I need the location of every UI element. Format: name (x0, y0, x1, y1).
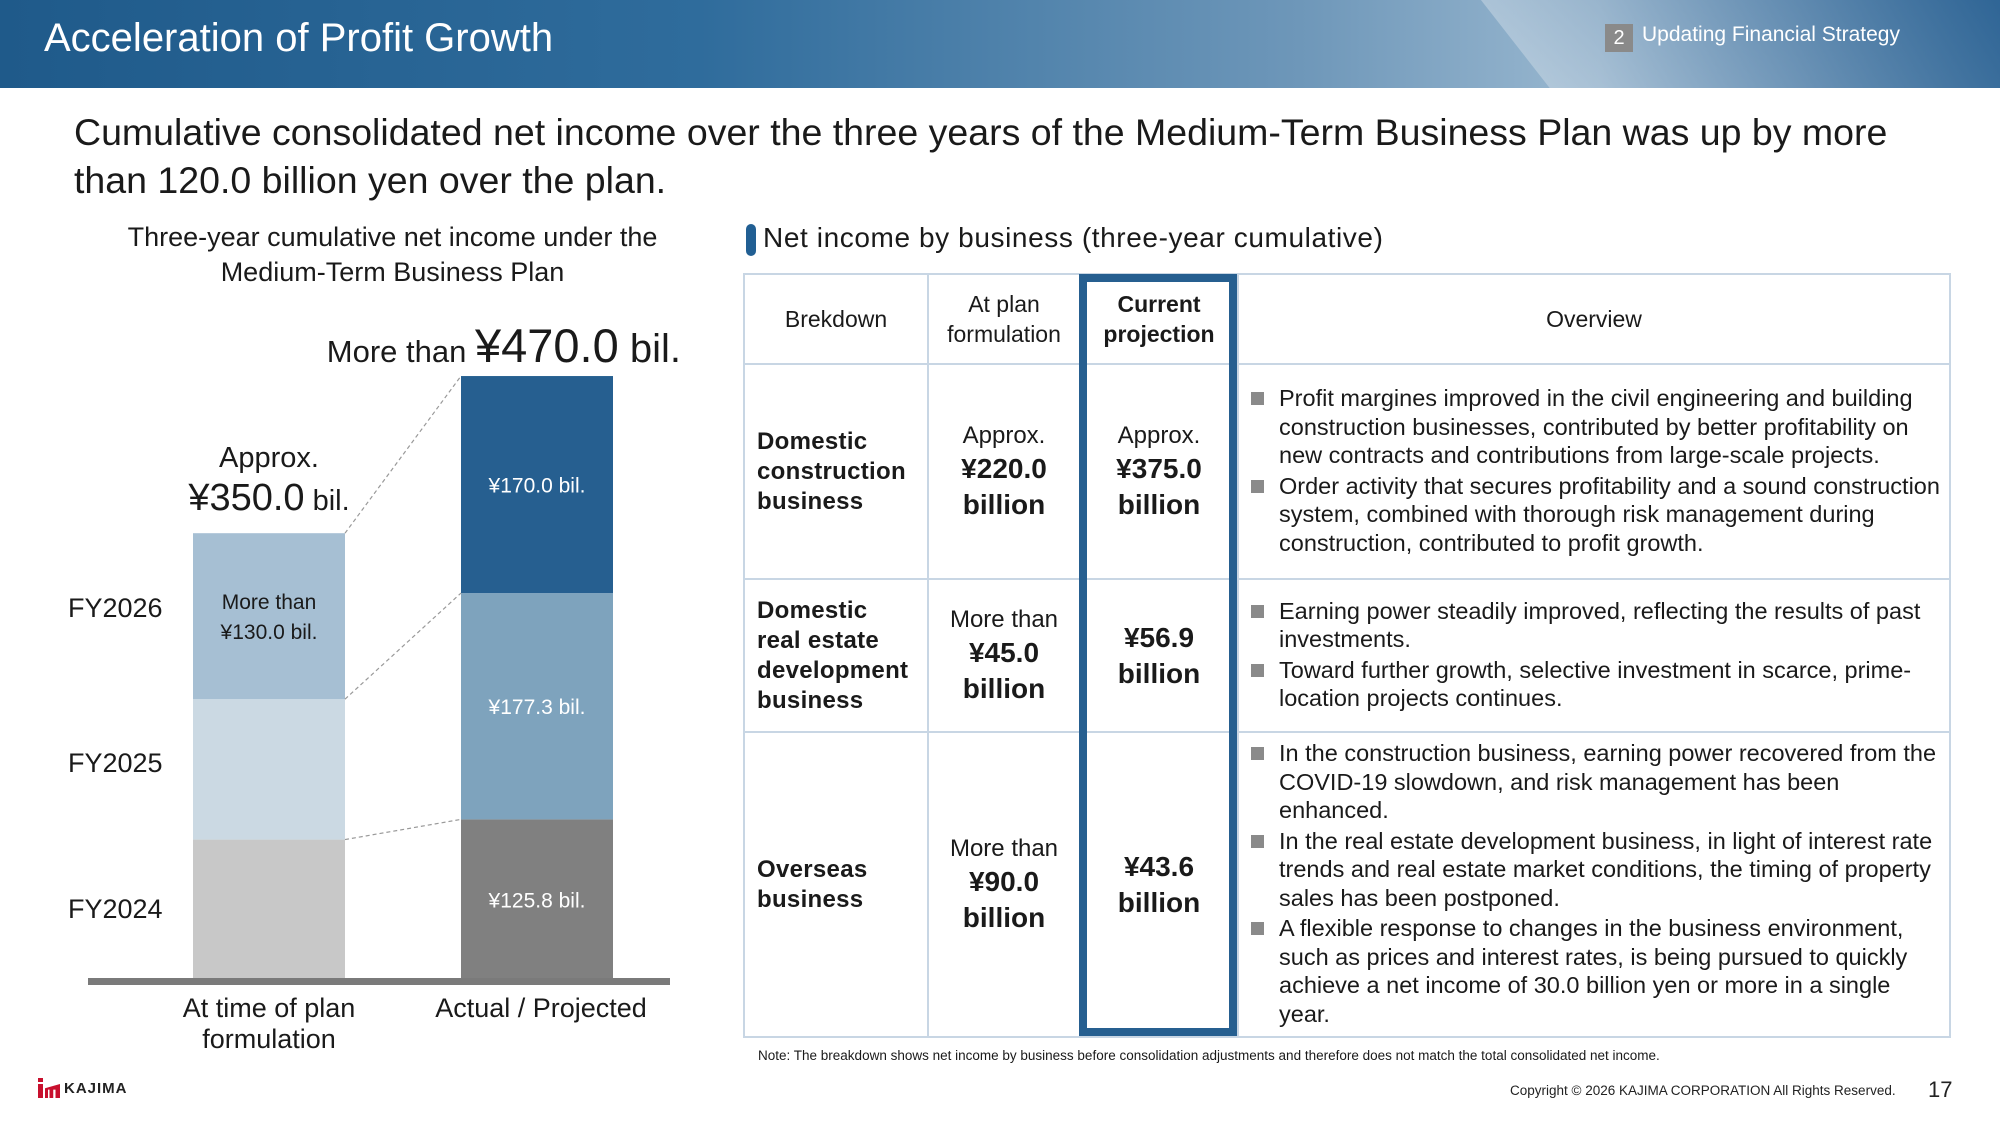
bar-segment-fy2026 (193, 533, 345, 700)
section-marker (746, 224, 756, 256)
section-number-badge: 2 (1605, 24, 1633, 52)
row-name: Domestic construction business (743, 363, 929, 580)
copyright: Copyright © 2026 KAJIMA CORPORATION All … (1510, 1083, 1896, 1098)
overview-cell: Profit margines improved in the civil en… (1237, 363, 1951, 580)
list-item: Order activity that secures profitabilit… (1249, 472, 1941, 558)
current-value: ¥43.6 billion (1079, 731, 1239, 1038)
overview-cell: In the construction business, earning po… (1237, 731, 1951, 1038)
row-name: Domestic real estate development business (743, 578, 929, 733)
list-item: A flexible response to changes in the bu… (1249, 914, 1941, 1028)
bar-data-label: ¥170.0 bil. (488, 475, 586, 498)
table-row: Domestic construction business Approx. ¥220… (743, 363, 1951, 580)
page-title: Acceleration of Profit Growth (44, 16, 554, 60)
header-overview: Overview (1237, 273, 1951, 365)
current-value: Approx. ¥375.0 billion (1079, 363, 1239, 580)
bar-segment-fy2026 (461, 376, 613, 594)
business-table: Brekdown At plan formulation Current proje… (743, 273, 1951, 1038)
total-label-plan: ¥350.0 bil. (187, 477, 349, 519)
table-section-title: Net income by business (three-year cumul… (763, 222, 1384, 253)
x-axis-line (88, 978, 670, 985)
bar-data-label: More than ¥130.0 bil. (220, 591, 318, 644)
category-label: Actual / Projected (435, 993, 647, 1023)
bar-segment-fy2025 (461, 593, 613, 820)
table-note: Note: The breakdown shows net income by … (758, 1048, 1660, 1063)
list-item: Toward further growth, selective investm… (1249, 656, 1941, 713)
header-plan: At plan formulation (927, 273, 1081, 365)
total-label-pre: Approx. (219, 442, 319, 474)
section-title: Updating Financial Strategy (1642, 23, 1900, 46)
headline: Cumulative consolidated net income over … (74, 111, 1888, 201)
bar-segment-fy2024 (461, 819, 613, 980)
connector-line (344, 592, 462, 700)
list-item: Earning power steadily improved, reflect… (1249, 597, 1941, 654)
bar-data-label: ¥177.3 bil. (488, 696, 586, 719)
plan-value: More than ¥90.0 billion (927, 731, 1081, 1038)
overview-cell: Earning power steadily improved, reflect… (1237, 578, 1951, 733)
bar-segment-fy2024 (193, 839, 345, 980)
fy-label: FY2025 (68, 748, 163, 778)
connector-line (344, 375, 462, 534)
current-value: ¥56.9 billion (1079, 578, 1239, 733)
list-item: In the real estate development business,… (1249, 827, 1941, 913)
plan-value: More than ¥45.0 billion (927, 578, 1081, 733)
connector-line (344, 818, 462, 841)
total-label-actual: More than ¥470.0 bil. (327, 320, 681, 372)
header-current: Current projection (1079, 273, 1239, 365)
fy-label: FY2026 (68, 593, 163, 623)
table-row: Domestic real estate development business M… (743, 578, 1951, 733)
kajima-logo-icon (38, 1078, 60, 1098)
bar-segment-fy2025 (193, 699, 345, 840)
page-number: 17 (1928, 1077, 1953, 1102)
table-row: Overseas business More than ¥90.0 billion ¥… (743, 731, 1951, 1038)
fy-label: FY2024 (68, 894, 163, 924)
table-header-row: Brekdown At plan formulation Current proje… (743, 273, 1951, 365)
category-label: At time of plan formulation (183, 993, 356, 1054)
list-item: In the construction business, earning po… (1249, 739, 1941, 825)
row-name: Overseas business (743, 731, 929, 1038)
bar-data-label: ¥125.8 bil. (488, 890, 586, 913)
logo-text: KAJIMA (64, 1079, 128, 1097)
chart-title: Three-year cumulative net income under t… (127, 222, 658, 287)
company-logo: KAJIMA (38, 1078, 128, 1098)
list-item: Profit margines improved in the civil en… (1249, 384, 1941, 470)
header-breakdown: Brekdown (743, 273, 929, 365)
stacked-bar-chart: More than ¥130.0 bil. ¥125.8 bil. ¥177.3 bi… (68, 320, 681, 1054)
header-banner: Acceleration of Profit Growth 2 Updating… (0, 0, 2000, 88)
plan-value: Approx. ¥220.0 billion (927, 363, 1081, 580)
